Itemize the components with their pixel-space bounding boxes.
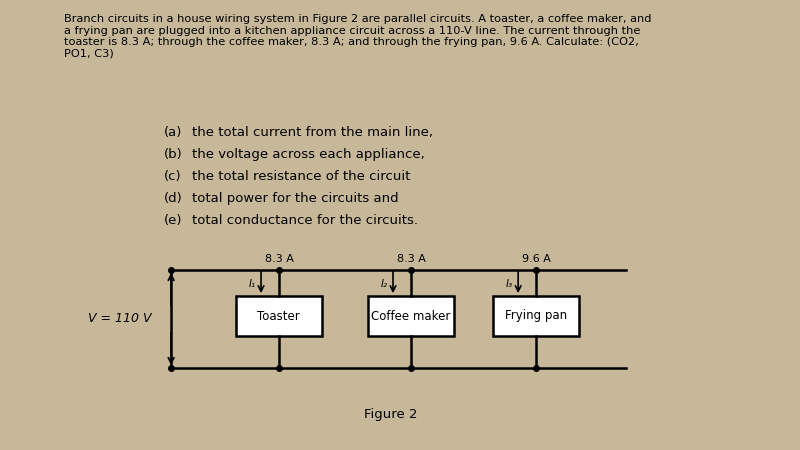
Bar <box>236 296 322 336</box>
Text: the total current from the main line,: the total current from the main line, <box>192 126 433 139</box>
Text: Branch circuits in a house wiring system in Figure 2 are parallel circuits. A to: Branch circuits in a house wiring system… <box>63 14 651 59</box>
Text: total conductance for the circuits.: total conductance for the circuits. <box>192 214 418 227</box>
Text: I₂: I₂ <box>381 279 388 289</box>
Text: 8.3 A: 8.3 A <box>265 254 294 264</box>
Text: (e): (e) <box>164 214 182 227</box>
Text: the total resistance of the circuit: the total resistance of the circuit <box>192 170 410 183</box>
Text: 9.6 A: 9.6 A <box>522 254 551 264</box>
Text: Toaster: Toaster <box>258 310 300 323</box>
Text: (a): (a) <box>164 126 182 139</box>
Bar <box>493 296 578 336</box>
Text: total power for the circuits and: total power for the circuits and <box>192 192 398 205</box>
Text: 8.3 A: 8.3 A <box>397 254 426 264</box>
Bar <box>367 296 454 336</box>
Text: (d): (d) <box>164 192 183 205</box>
Text: Coffee maker: Coffee maker <box>371 310 450 323</box>
Text: I₁: I₁ <box>249 279 256 289</box>
Text: (c): (c) <box>164 170 182 183</box>
Text: (b): (b) <box>164 148 183 161</box>
Text: V = 110 V: V = 110 V <box>88 312 151 325</box>
Text: Figure 2: Figure 2 <box>364 408 418 421</box>
Text: the voltage across each appliance,: the voltage across each appliance, <box>192 148 424 161</box>
Text: Frying pan: Frying pan <box>505 310 567 323</box>
Text: I₃: I₃ <box>506 279 514 289</box>
